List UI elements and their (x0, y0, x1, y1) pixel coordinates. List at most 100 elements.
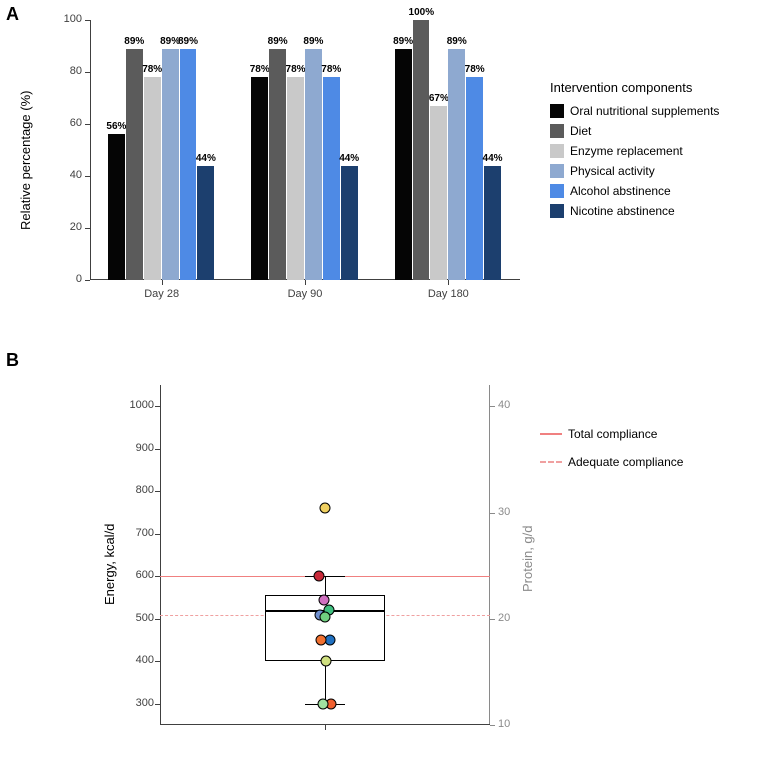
outlier-point (320, 503, 331, 514)
bar (484, 166, 501, 280)
y-tick-label: 80 (52, 65, 82, 77)
data-point (314, 571, 325, 582)
data-point (320, 611, 331, 622)
bar-value-label: 89% (301, 36, 326, 47)
x-tick (325, 725, 326, 730)
y-left-tick-label: 800 (118, 484, 154, 496)
y-left-tick-label: 1000 (118, 399, 154, 411)
y-tick-label: 60 (52, 117, 82, 129)
panel-b-label: B (6, 350, 19, 371)
bar-value-label: 89% (265, 36, 290, 47)
y-left-tick-label: 600 (118, 569, 154, 581)
bar (108, 134, 125, 280)
y-tick (85, 72, 90, 73)
whisker (325, 661, 326, 704)
legend-item: Alcohol abstinence (550, 181, 760, 201)
y-tick (85, 228, 90, 229)
y-left-tick (155, 661, 160, 662)
y-left-tick-label: 500 (118, 612, 154, 624)
panel-b-y-left-title: Energy, kcal/d (102, 524, 117, 605)
bar (323, 77, 340, 280)
bar-value-label: 44% (480, 153, 505, 164)
y-tick (85, 20, 90, 21)
y-right-tick (490, 513, 495, 514)
bar (287, 77, 304, 280)
y-right-tick-label: 40 (498, 399, 528, 411)
legend-label: Physical activity (570, 164, 655, 178)
data-point (316, 635, 327, 646)
panel-a-label: A (6, 4, 19, 25)
y-right-tick (490, 619, 495, 620)
y-left-tick (155, 406, 160, 407)
bar (305, 49, 322, 280)
legend-swatch (550, 204, 564, 218)
y-right-tick-label: 20 (498, 612, 528, 624)
legend-label: Nicotine abstinence (570, 204, 675, 218)
y-left-tick (155, 704, 160, 705)
bar (413, 20, 430, 280)
bar (251, 77, 268, 280)
whisker-cap (305, 576, 345, 577)
legend-item: Adequate compliance (540, 448, 750, 476)
y-left-tick-label: 400 (118, 654, 154, 666)
bar (180, 49, 197, 280)
y-left-tick-label: 700 (118, 527, 154, 539)
x-tick (305, 280, 306, 285)
y-left-tick-label: 900 (118, 442, 154, 454)
y-tick-label: 0 (52, 273, 82, 285)
y-right-tick-label: 30 (498, 506, 528, 518)
legend-label: Diet (570, 124, 591, 138)
y-tick-label: 20 (52, 221, 82, 233)
bar (395, 49, 412, 280)
legend-swatch (550, 104, 564, 118)
legend-line-swatch (540, 433, 562, 435)
bar (197, 166, 214, 280)
x-tick-label: Day 180 (377, 288, 520, 300)
y-left-tick (155, 491, 160, 492)
x-tick-label: Day 90 (233, 288, 376, 300)
x-tick (448, 280, 449, 285)
bar (341, 166, 358, 280)
legend-title: Intervention components (550, 80, 760, 95)
legend-item: Nicotine abstinence (550, 201, 760, 221)
legend-swatch (550, 164, 564, 178)
bar (162, 49, 179, 280)
legend-label: Enzyme replacement (570, 144, 683, 158)
bar (144, 77, 161, 280)
legend-item: Total compliance (540, 420, 750, 448)
legend-item: Physical activity (550, 161, 760, 181)
y-right-tick (490, 725, 495, 726)
bar-value-label: 89% (176, 36, 201, 47)
y-left-tick (155, 619, 160, 620)
legend-label: Adequate compliance (568, 455, 683, 469)
bar-value-label: 44% (193, 153, 218, 164)
bar (466, 77, 483, 280)
panel-a-legend: Intervention components Oral nutritional… (550, 80, 760, 221)
y-right-tick-label: 10 (498, 718, 528, 730)
legend-label: Total compliance (568, 427, 657, 441)
whisker (325, 576, 326, 595)
y-tick (85, 124, 90, 125)
data-point (317, 698, 328, 709)
panel-b-y-right-title: Protein, g/d (520, 526, 535, 593)
bar-value-label: 100% (409, 7, 434, 18)
bar-value-label: 44% (337, 153, 362, 164)
data-point (321, 656, 332, 667)
bar (126, 49, 143, 280)
legend-swatch (550, 144, 564, 158)
panel-a-chart: 02040608010056%89%78%89%89%44%Day 2878%8… (90, 20, 520, 280)
y-tick (85, 176, 90, 177)
y-tick-label: 100 (52, 13, 82, 25)
bar-value-label: 78% (462, 64, 487, 75)
y-left-tick-label: 300 (118, 697, 154, 709)
y-left-tick (155, 449, 160, 450)
legend-label: Oral nutritional supplements (570, 104, 719, 118)
bar-value-label: 89% (122, 36, 147, 47)
panel-b-chart: 300400500600700800900100010203040 (160, 385, 490, 725)
y-right-tick (490, 406, 495, 407)
panel-a-y-title: Relative percentage (%) (18, 91, 33, 230)
panel-b-legend: Total compliance Adequate compliance (540, 420, 750, 476)
y-tick (85, 280, 90, 281)
legend-item: Diet (550, 121, 760, 141)
x-tick (162, 280, 163, 285)
